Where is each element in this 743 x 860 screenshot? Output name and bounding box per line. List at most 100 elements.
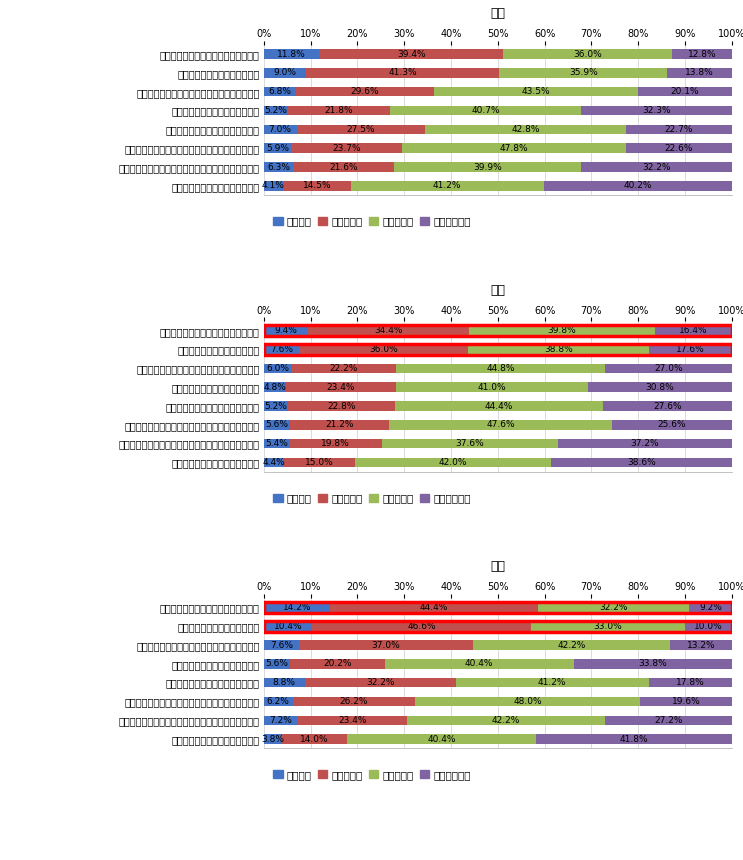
- Text: 22.8%: 22.8%: [327, 402, 356, 410]
- Bar: [264, 641, 299, 649]
- Bar: [689, 603, 732, 612]
- Text: 22.7%: 22.7%: [664, 125, 693, 134]
- Bar: [612, 421, 732, 429]
- Text: 22.2%: 22.2%: [330, 364, 358, 373]
- Bar: [415, 697, 640, 706]
- Bar: [531, 622, 685, 631]
- Text: 32.3%: 32.3%: [642, 106, 671, 115]
- Bar: [264, 603, 330, 612]
- Text: 14.5%: 14.5%: [302, 181, 331, 190]
- Text: 42.8%: 42.8%: [511, 125, 539, 134]
- Bar: [538, 603, 689, 612]
- Text: 38.8%: 38.8%: [545, 345, 573, 354]
- Bar: [308, 326, 469, 335]
- Bar: [347, 734, 536, 744]
- Text: 27.6%: 27.6%: [653, 402, 681, 410]
- Bar: [667, 68, 732, 77]
- Bar: [306, 68, 499, 77]
- Text: 27.5%: 27.5%: [346, 125, 375, 134]
- Legend: よくある, たまにある, あまりない, まったくない: よくある, たまにある, あまりない, まったくない: [269, 489, 476, 507]
- Text: 41.2%: 41.2%: [433, 181, 461, 190]
- Bar: [382, 439, 558, 448]
- Text: 46.6%: 46.6%: [407, 622, 436, 630]
- Title: 男性: 男性: [490, 284, 505, 297]
- Bar: [455, 678, 649, 687]
- Text: 16.4%: 16.4%: [679, 326, 708, 335]
- Bar: [544, 181, 732, 191]
- Title: 全体: 全体: [490, 7, 505, 20]
- Bar: [637, 87, 732, 96]
- Text: 48.0%: 48.0%: [513, 697, 542, 706]
- Text: 9.0%: 9.0%: [273, 69, 296, 77]
- Text: 22.6%: 22.6%: [665, 144, 693, 153]
- Bar: [264, 383, 286, 392]
- Text: 6.2%: 6.2%: [267, 697, 290, 706]
- Bar: [291, 144, 402, 153]
- Text: 33.0%: 33.0%: [594, 622, 622, 630]
- Bar: [551, 458, 732, 467]
- Bar: [264, 678, 305, 687]
- Text: 37.6%: 37.6%: [455, 439, 484, 448]
- Bar: [296, 87, 434, 96]
- Text: 39.9%: 39.9%: [473, 163, 502, 171]
- Text: 7.0%: 7.0%: [269, 125, 292, 134]
- Text: 5.9%: 5.9%: [266, 144, 289, 153]
- Text: 35.9%: 35.9%: [569, 69, 597, 77]
- Bar: [407, 716, 605, 725]
- Bar: [469, 326, 655, 335]
- Text: 27.2%: 27.2%: [654, 716, 682, 725]
- Bar: [290, 421, 389, 429]
- Text: 5.2%: 5.2%: [265, 402, 288, 410]
- Text: 7.2%: 7.2%: [269, 716, 292, 725]
- Text: 29.6%: 29.6%: [351, 87, 379, 96]
- Text: 5.2%: 5.2%: [265, 106, 288, 115]
- Text: 47.8%: 47.8%: [500, 144, 528, 153]
- Bar: [330, 603, 538, 612]
- Text: 11.8%: 11.8%: [277, 50, 306, 58]
- Text: 6.8%: 6.8%: [268, 87, 291, 96]
- Bar: [588, 383, 732, 392]
- Text: 20.2%: 20.2%: [323, 660, 351, 668]
- Bar: [299, 641, 473, 649]
- Text: 47.6%: 47.6%: [487, 421, 515, 429]
- Text: 32.2%: 32.2%: [366, 679, 395, 687]
- Bar: [305, 678, 455, 687]
- Bar: [264, 106, 288, 115]
- Text: 23.4%: 23.4%: [338, 716, 366, 725]
- Text: 15.0%: 15.0%: [305, 458, 334, 467]
- Bar: [640, 697, 732, 706]
- Bar: [649, 345, 732, 354]
- Bar: [264, 49, 319, 58]
- Text: 41.0%: 41.0%: [478, 383, 506, 391]
- Bar: [313, 622, 531, 631]
- Text: 9.4%: 9.4%: [274, 326, 297, 335]
- Bar: [354, 458, 551, 467]
- Bar: [649, 678, 732, 687]
- Bar: [264, 125, 296, 134]
- Bar: [288, 106, 390, 115]
- Text: 32.2%: 32.2%: [642, 163, 671, 171]
- Text: 34.4%: 34.4%: [374, 326, 403, 335]
- Bar: [292, 364, 396, 373]
- Text: 13.2%: 13.2%: [687, 641, 716, 649]
- Text: 41.8%: 41.8%: [620, 734, 649, 744]
- Bar: [385, 659, 574, 668]
- Bar: [264, 421, 290, 429]
- Text: 10.0%: 10.0%: [694, 622, 723, 630]
- Bar: [264, 622, 313, 631]
- Text: 3.8%: 3.8%: [261, 734, 284, 744]
- Bar: [264, 659, 290, 668]
- Text: 4.4%: 4.4%: [263, 458, 285, 467]
- Bar: [286, 383, 396, 392]
- Text: 23.7%: 23.7%: [333, 144, 361, 153]
- Bar: [290, 659, 385, 668]
- Bar: [285, 458, 354, 467]
- Text: 17.6%: 17.6%: [676, 345, 705, 354]
- Text: 42.2%: 42.2%: [557, 641, 585, 649]
- Bar: [605, 716, 732, 725]
- Bar: [396, 383, 588, 392]
- Text: 36.0%: 36.0%: [369, 345, 398, 354]
- Bar: [264, 402, 288, 411]
- Bar: [402, 144, 626, 153]
- Bar: [672, 49, 732, 58]
